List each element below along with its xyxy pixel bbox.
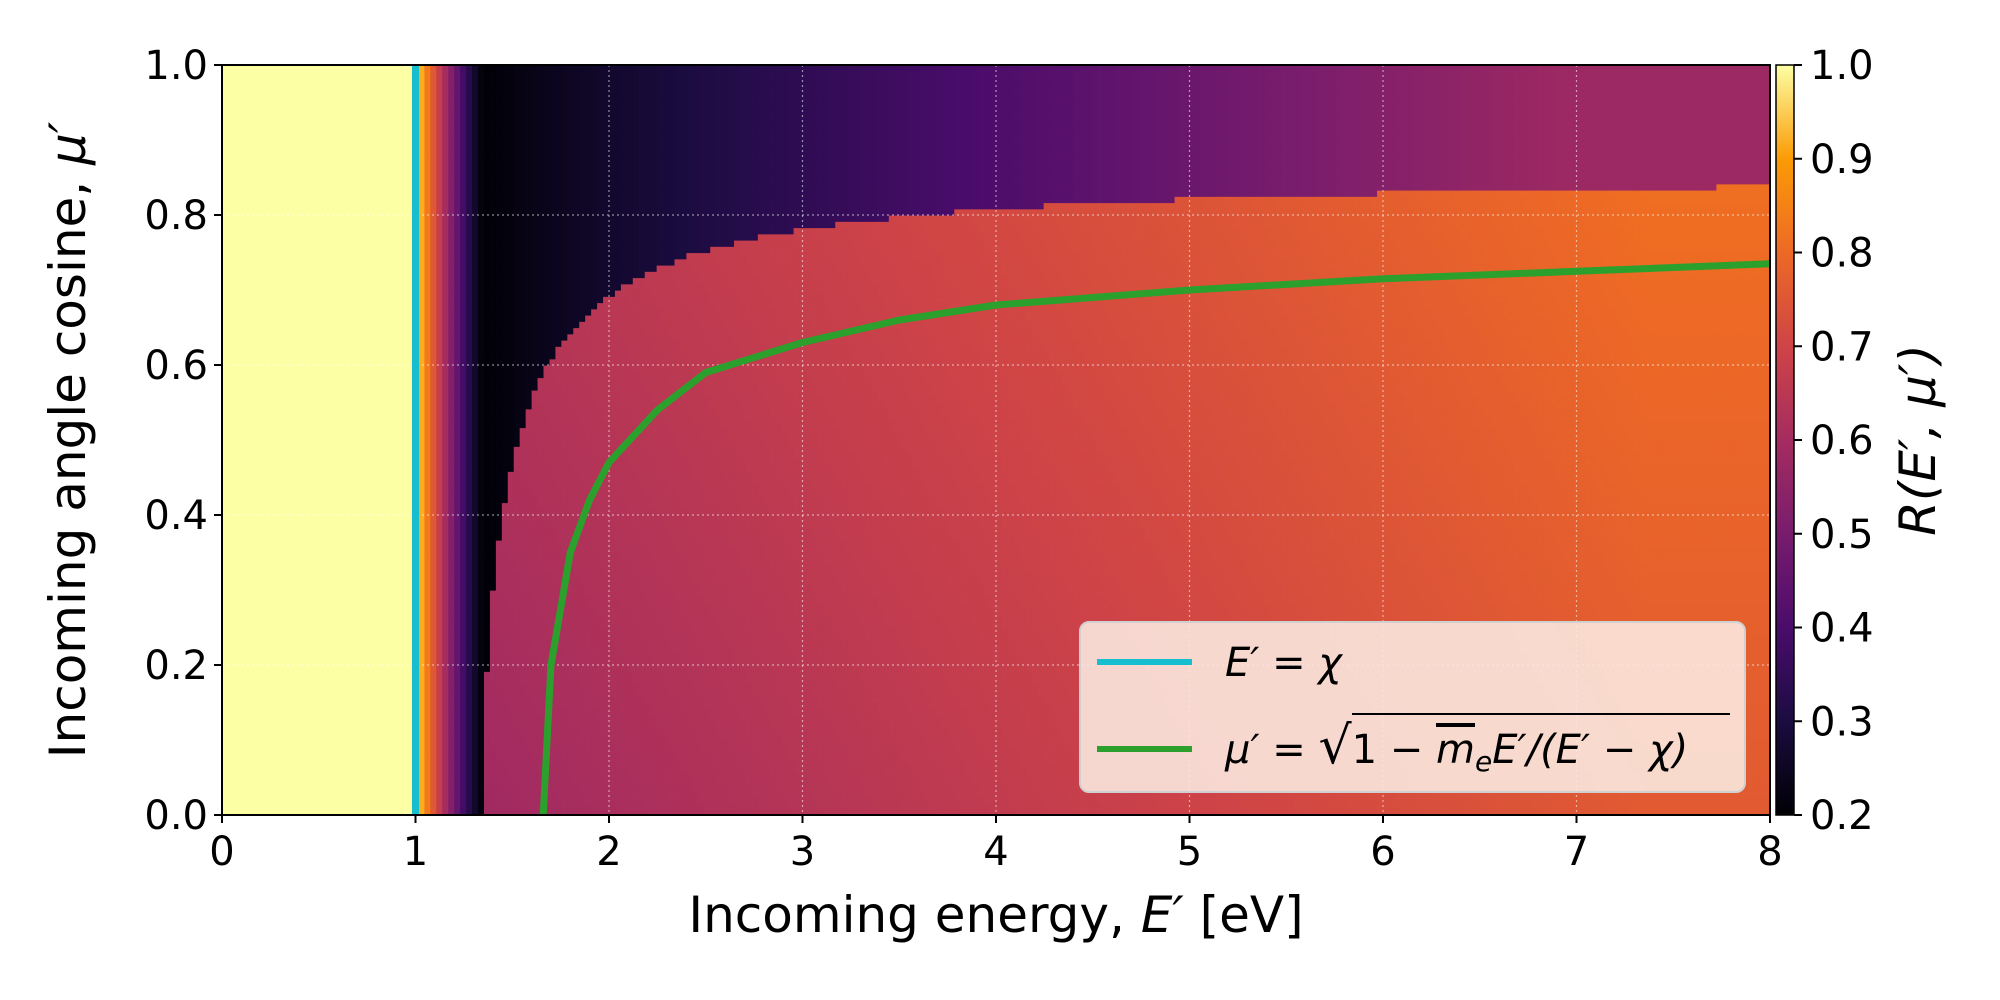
- colorbar-tick-label: 0.6: [1810, 418, 1874, 464]
- colorbar-ticks: 0.2 0.3 0.4 0.5 0.6 0.7 0.8 0.9 1.0: [1794, 43, 1874, 839]
- legend-label-mu: μ′ = √1 − meE′/(E′ − χ): [1224, 716, 1688, 778]
- y-tick-label: 0.8: [144, 193, 208, 239]
- colorbar-tick-label: 0.9: [1810, 137, 1874, 183]
- series-curve-mu: [539, 260, 1770, 815]
- colorbar-label: R(E′, μ′): [1889, 344, 1947, 536]
- x-tick-label: 0: [209, 829, 234, 875]
- colorbar: [1775, 64, 1795, 816]
- reflection-region: [222, 65, 416, 815]
- overlay-lines: [412, 65, 1770, 815]
- y-tick-label: 0.6: [144, 343, 208, 389]
- legend: E′ = χ μ′ = √1 − meE′/(E′ − χ): [1079, 621, 1746, 793]
- x-tick-label: 5: [1177, 829, 1202, 875]
- x-tick-label: 6: [1370, 829, 1395, 875]
- x-tick-label: 7: [1564, 829, 1589, 875]
- y-tick-label: 0.0: [144, 793, 208, 839]
- x-tick-label: 3: [790, 829, 815, 875]
- y-axis-label: Incoming angle cosine, μ′: [39, 121, 97, 758]
- colorbar-tick-label: 0.8: [1810, 231, 1874, 277]
- x-axis-label: Incoming energy, E′ [eV]: [688, 886, 1303, 944]
- y-tick-label: 0.4: [144, 493, 208, 539]
- colorbar-tick-label: 0.7: [1810, 324, 1874, 370]
- y-axis-ticks: 0.0 0.2 0.4 0.6 0.8 1.0: [144, 43, 222, 839]
- colorbar-tick-label: 0.3: [1810, 699, 1874, 745]
- x-tick-label: 2: [596, 829, 621, 875]
- legend-label-chi: E′ = χ: [1225, 640, 1343, 686]
- colorbar-tick-label: 0.5: [1810, 512, 1874, 558]
- legend-box: [1079, 621, 1746, 793]
- x-axis-ticks: 0 1 2 3 4 5 6 7 8: [209, 815, 1783, 875]
- x-tick-label: 1: [403, 829, 428, 875]
- y-tick-label: 1.0: [144, 43, 208, 89]
- x-tick-label: 4: [983, 829, 1008, 875]
- colorbar-tick-label: 1.0: [1810, 43, 1874, 89]
- x-tick-label: 8: [1757, 829, 1782, 875]
- y-tick-label: 0.2: [144, 643, 208, 689]
- colorbar-tick-label: 0.2: [1810, 793, 1874, 839]
- colorbar-tick-label: 0.4: [1810, 606, 1874, 652]
